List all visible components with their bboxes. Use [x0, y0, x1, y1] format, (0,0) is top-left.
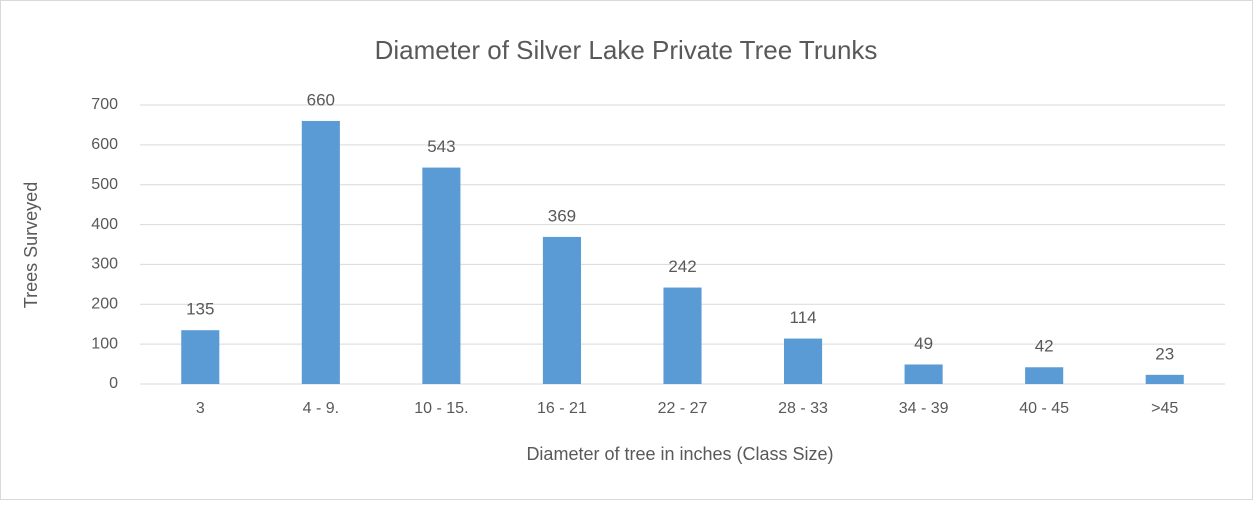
data-label: 135	[186, 300, 214, 319]
x-tick-label: 28 - 33	[778, 400, 828, 417]
x-tick-label: 16 - 21	[537, 400, 587, 417]
bar	[784, 338, 823, 384]
data-label: 42	[1035, 337, 1054, 356]
bar	[422, 167, 461, 384]
data-label: 49	[914, 334, 933, 353]
x-axis-label: Diameter of tree in inches (Class Size)	[526, 444, 833, 464]
data-label: 369	[548, 206, 576, 225]
y-tick-label: 0	[109, 375, 118, 392]
x-tick-label: 4 - 9.	[303, 400, 339, 417]
bar	[1025, 367, 1064, 384]
x-tick-label: 40 - 45	[1019, 400, 1069, 417]
y-tick-label: 700	[91, 96, 118, 113]
chart-title: Diameter of Silver Lake Private Tree Tru…	[375, 35, 878, 65]
data-label: 543	[427, 137, 455, 156]
x-tick-label: 34 - 39	[899, 400, 949, 417]
data-label: 242	[668, 257, 696, 276]
y-axis-label: Trees Surveyed	[21, 182, 41, 308]
x-tick-label: 10 - 15.	[414, 400, 468, 417]
data-label: 660	[307, 90, 335, 109]
bar	[904, 364, 943, 384]
y-tick-label: 100	[91, 335, 118, 352]
x-tick-label: >45	[1151, 400, 1178, 417]
bar	[542, 236, 581, 384]
y-tick-label: 600	[91, 136, 118, 153]
y-tick-label: 500	[91, 176, 118, 193]
y-tick-label: 300	[91, 256, 118, 273]
bar	[1145, 374, 1184, 384]
x-tick-label: 3	[196, 400, 205, 417]
bar	[301, 120, 340, 384]
x-tick-label: 22 - 27	[658, 400, 708, 417]
data-label: 114	[790, 308, 817, 327]
data-label: 23	[1155, 344, 1174, 363]
y-tick-label: 400	[91, 216, 118, 233]
bar	[181, 330, 220, 384]
bar	[663, 287, 702, 384]
y-tick-label: 200	[91, 296, 118, 313]
